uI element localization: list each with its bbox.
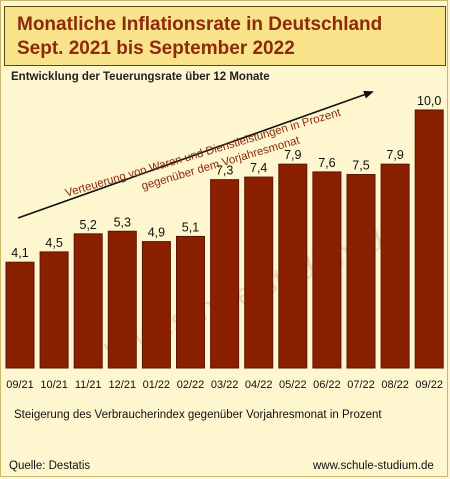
source-label: Quelle: Destatis xyxy=(9,460,91,472)
data-label: 7,9 xyxy=(386,148,403,162)
chart-caption: Steigerung des Verbraucherindex gegenübe… xyxy=(14,409,382,421)
bar-12-21 xyxy=(107,230,137,369)
x-tick-label: 12/21 xyxy=(109,379,137,391)
bar-04-22 xyxy=(244,176,274,369)
data-label: 7,6 xyxy=(318,156,335,170)
x-tick-label: 10/21 xyxy=(40,379,68,391)
bar-07-22 xyxy=(346,174,376,369)
x-tick-label: 07/22 xyxy=(347,379,375,391)
x-tick-label: 02/22 xyxy=(177,379,205,391)
bar-10-21 xyxy=(39,251,69,369)
data-label: 7,5 xyxy=(352,159,369,173)
bar-02-22 xyxy=(176,235,205,369)
x-tick-label: 08/22 xyxy=(381,379,409,391)
trend-arrow xyxy=(17,90,374,219)
x-tick-label: 05/22 xyxy=(279,379,307,391)
title-box: Monatliche Inflationsrate in Deutschland… xyxy=(4,6,446,66)
website-link[interactable]: www.schule-studium.de xyxy=(313,460,434,472)
data-label: 5,3 xyxy=(114,215,131,229)
bar-09-22 xyxy=(414,109,444,369)
x-tick-label: 11/21 xyxy=(75,379,102,391)
chart-title: Monatliche Inflationsrate in Deutschland xyxy=(17,14,383,35)
data-label: 7,4 xyxy=(250,161,267,175)
bar-06-22 xyxy=(312,171,342,369)
bar-11-21 xyxy=(73,233,103,369)
data-label: 5,1 xyxy=(182,220,199,234)
x-tick-label: 06/22 xyxy=(313,379,341,391)
data-label: 7,9 xyxy=(284,148,301,162)
bars-group: 4,1 09/21 4,5 10/21 5,2 11/21 5,3 12/21 4,9 01/22… xyxy=(5,94,444,391)
x-tick-label: 09/22 xyxy=(415,379,443,391)
data-label: 4,9 xyxy=(148,226,165,240)
data-label: 5,2 xyxy=(80,218,97,232)
chart-description: Entwicklung der Teuerungsrate über 12 Mo… xyxy=(11,71,270,83)
data-label: 7,3 xyxy=(216,164,233,178)
data-label: 4,1 xyxy=(11,246,28,260)
chart-subtitle-period: Sept. 2021 bis September 2022 xyxy=(17,38,295,59)
bar-08-22 xyxy=(380,163,410,369)
x-tick-label: 03/22 xyxy=(211,379,239,391)
x-tick-label: 09/21 xyxy=(6,379,34,391)
bar-09-21 xyxy=(5,261,35,369)
data-label: 10,0 xyxy=(417,94,441,108)
data-label: 4,5 xyxy=(45,236,62,250)
x-tick-label: 01/22 xyxy=(143,379,171,391)
bar-03-22 xyxy=(210,179,240,369)
bar-05-22 xyxy=(278,163,308,369)
x-tick-label: 04/22 xyxy=(245,379,273,391)
bar-01-22 xyxy=(141,241,171,369)
